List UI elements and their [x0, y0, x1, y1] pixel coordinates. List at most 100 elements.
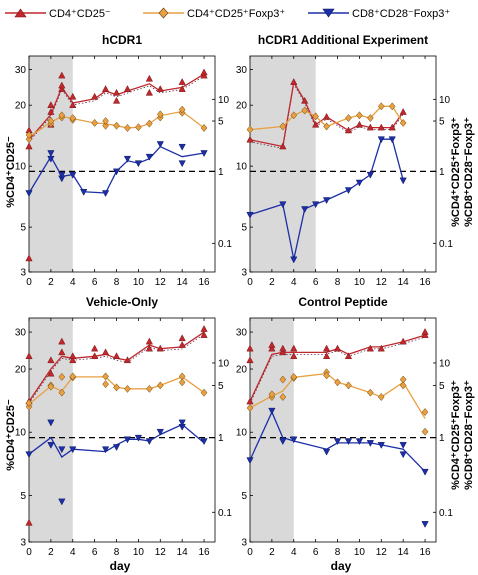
data-point: [123, 155, 132, 163]
left-ylabel-bottom: %CD4⁺CD25⁻: [5, 399, 17, 471]
left-y-tick-label: 30: [15, 65, 27, 76]
data-point: [178, 85, 186, 92]
right-y-tick-label: 5: [439, 381, 445, 392]
x-tick-label: 10: [354, 277, 366, 288]
data-point: [290, 352, 298, 360]
x-tick-label: 10: [354, 547, 366, 558]
data-point: [200, 150, 208, 157]
left-y-tick-label: 5: [241, 223, 247, 234]
data-point: [290, 78, 298, 85]
data-point: [301, 96, 309, 104]
data-point: [101, 85, 110, 92]
data-point: [91, 118, 98, 127]
data-point: [246, 125, 254, 134]
data-point: [322, 197, 331, 205]
x-tick-label: 14: [177, 277, 189, 288]
data-point: [345, 114, 352, 123]
data-point: [123, 356, 132, 364]
data-point: [312, 201, 320, 209]
data-point: [388, 102, 396, 111]
data-point: [367, 388, 374, 397]
data-point: [145, 153, 153, 161]
data-point: [421, 408, 429, 417]
data-point: [334, 378, 341, 387]
xlabel-right: day: [331, 559, 352, 573]
legend-marker-cd4-cd25neg: [14, 8, 27, 18]
data-point: [47, 108, 55, 115]
right-y-tick-label: 1: [218, 433, 224, 444]
data-point: [279, 438, 287, 446]
data-point: [246, 403, 254, 412]
data-point: [377, 123, 385, 131]
data-point: [377, 442, 385, 449]
data-point: [102, 117, 109, 126]
right-y-tick-label: 0.1: [218, 239, 232, 250]
data-point: [377, 136, 385, 144]
data-point: [301, 106, 309, 115]
data-point: [246, 344, 254, 352]
data-point: [58, 372, 66, 381]
data-point: [200, 438, 208, 446]
x-tick-label: 14: [177, 547, 189, 558]
data-point: [200, 124, 208, 132]
data-point: [145, 74, 153, 82]
data-point: [69, 114, 77, 123]
data-point: [112, 88, 121, 96]
data-point: [290, 436, 298, 444]
data-point: [268, 344, 276, 352]
x-tick-label: 6: [92, 547, 98, 558]
data-point: [112, 352, 121, 360]
data-point: [58, 81, 66, 89]
plot-frame: [28, 55, 216, 273]
plot-frame: [249, 317, 437, 543]
data-point: [47, 419, 55, 427]
data-point: [200, 325, 208, 332]
data-point: [268, 341, 276, 348]
data-point: [58, 446, 66, 454]
data-point: [25, 451, 33, 459]
data-point: [134, 434, 143, 442]
data-point: [279, 142, 287, 150]
data-point: [146, 384, 153, 393]
data-point: [69, 372, 77, 381]
data-point: [112, 444, 121, 451]
data-point: [25, 142, 33, 150]
x-tick-label: 2: [48, 547, 54, 558]
data-point: [355, 438, 364, 446]
x-tick-label: 2: [269, 277, 275, 288]
series-line: [28, 331, 205, 402]
right-ylabel-bottom-1: %CD4⁺CD25⁺Foxp3⁺: [450, 380, 462, 490]
data-point: [123, 436, 132, 444]
x-tick-label: 14: [398, 547, 410, 558]
data-point: [113, 383, 120, 392]
data-point: [145, 88, 153, 96]
trend-dotted-line: [28, 333, 205, 404]
data-point: [421, 468, 429, 476]
xlabel-left: day: [110, 559, 131, 573]
data-point: [25, 399, 33, 408]
x-tick-label: 16: [198, 277, 210, 288]
right-ylabel-top-2: %CD8⁺CD28⁻Foxp3⁺: [463, 117, 475, 227]
x-tick-label: 16: [419, 547, 431, 558]
right-y-tick-label: 1: [218, 167, 224, 178]
data-point: [356, 111, 363, 120]
x-tick-label: 8: [114, 277, 120, 288]
panel-control-peptide: Control Peptide 0 2 4 6 8 10 12 14 16 3 5 10 20 30 0.1 1…: [236, 295, 453, 558]
data-point: [58, 337, 66, 345]
data-point: [178, 334, 186, 342]
data-point: [25, 135, 33, 144]
left-ylabel-top: %CD4⁺CD25⁻: [5, 136, 17, 208]
data-point: [91, 352, 99, 360]
x-tick-label: 12: [376, 547, 388, 558]
data-point: [178, 105, 186, 114]
data-point: [200, 68, 208, 76]
data-point: [344, 126, 353, 134]
data-point: [156, 428, 164, 436]
data-point: [246, 356, 254, 364]
data-point: [377, 102, 385, 111]
data-point: [246, 135, 254, 143]
data-point: [366, 123, 374, 131]
data-point: [134, 160, 143, 168]
right-y-tick-label: 10: [218, 95, 230, 106]
data-point: [290, 372, 298, 381]
